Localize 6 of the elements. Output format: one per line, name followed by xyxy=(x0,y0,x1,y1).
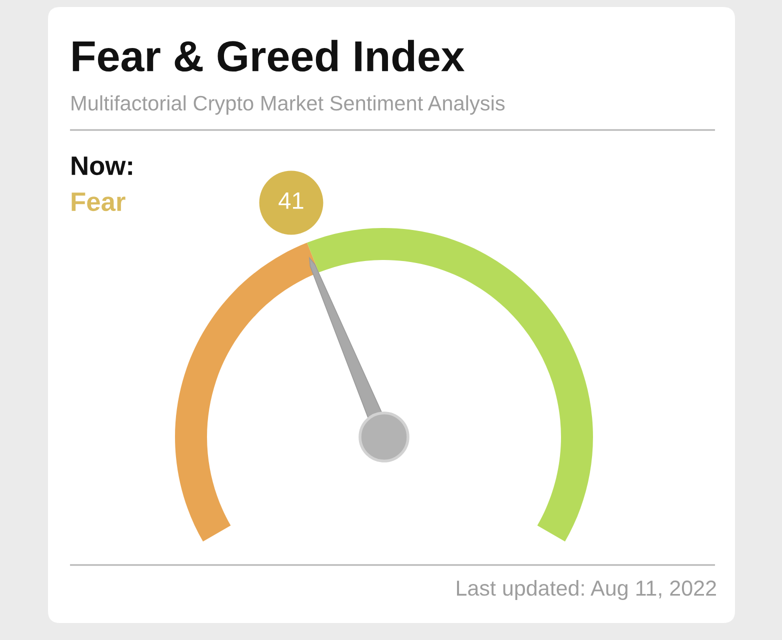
chart-title: Fear & Greed Index xyxy=(72,40,465,72)
data-label: 41 xyxy=(278,192,304,209)
text: Last updated: Aug 11, 2022 xyxy=(457,580,716,600)
chart-subtitle: Multifactorial Crypto Market Sentiment Analysis xyxy=(72,95,505,115)
text: Now: xyxy=(72,156,132,176)
slice-label: Fear xyxy=(72,192,126,212)
